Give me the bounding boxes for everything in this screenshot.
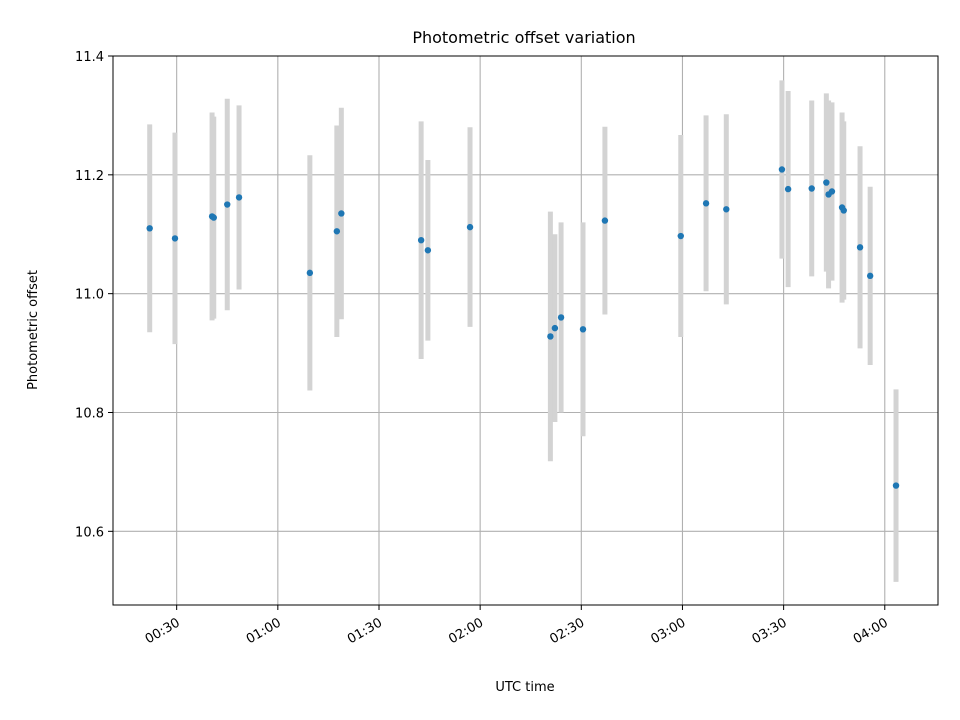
data-point (235, 194, 243, 201)
x-tick-label: 01:00 (244, 615, 284, 647)
chart-title: Photometric offset variation (412, 28, 635, 47)
y-axis-label: Photometric offset (26, 270, 41, 390)
x-axis-ticks: 00:30 01:00 01:30 02:00 02:30 03:00 03:30 04:00 (143, 605, 891, 647)
data-point (547, 333, 554, 340)
x-tick-label: 02:30 (547, 615, 587, 647)
data-point (601, 217, 609, 224)
y-tick-label: 11.0 (75, 288, 104, 303)
plot-frame (112, 55, 939, 606)
x-tick-label: 03:30 (750, 615, 790, 647)
data-point (823, 179, 830, 186)
data-point (424, 247, 432, 254)
y-axis-ticks: 10.6 10.8 11.0 11.2 11.4 (75, 50, 113, 540)
data-point (808, 185, 815, 192)
data-point (338, 210, 345, 217)
x-axis-label: UTC time (495, 680, 554, 695)
data-point (840, 207, 847, 214)
x-tick-label: 03:00 (649, 615, 689, 647)
data-point (723, 206, 730, 213)
y-tick-label: 10.6 (75, 525, 104, 540)
data-point (828, 188, 836, 195)
data-point (224, 201, 231, 208)
y-tick-label: 11.4 (75, 50, 104, 65)
data-point (306, 269, 314, 277)
data-point (210, 214, 217, 221)
data-point (892, 482, 900, 489)
data-point (866, 272, 874, 280)
data-point (702, 200, 710, 207)
y-tick-label: 11.2 (75, 169, 104, 184)
data-point (333, 228, 341, 235)
data-point (146, 225, 153, 232)
data-point (417, 236, 425, 244)
data-point (551, 324, 559, 332)
x-tick-label: 00:30 (143, 615, 183, 647)
data-point (784, 185, 792, 193)
data-point (856, 244, 864, 251)
data-point (557, 314, 565, 321)
data-point (778, 166, 786, 173)
x-gridlines (176, 56, 886, 605)
data-point (579, 326, 587, 333)
y-tick-label: 10.8 (75, 406, 104, 421)
data-points (146, 166, 900, 489)
data-point (466, 223, 474, 231)
data-point (171, 235, 179, 242)
x-tick-label: 02:00 (446, 615, 486, 647)
data-point (677, 232, 684, 240)
x-tick-label: 04:00 (851, 615, 891, 647)
x-tick-label: 01:30 (345, 615, 385, 647)
